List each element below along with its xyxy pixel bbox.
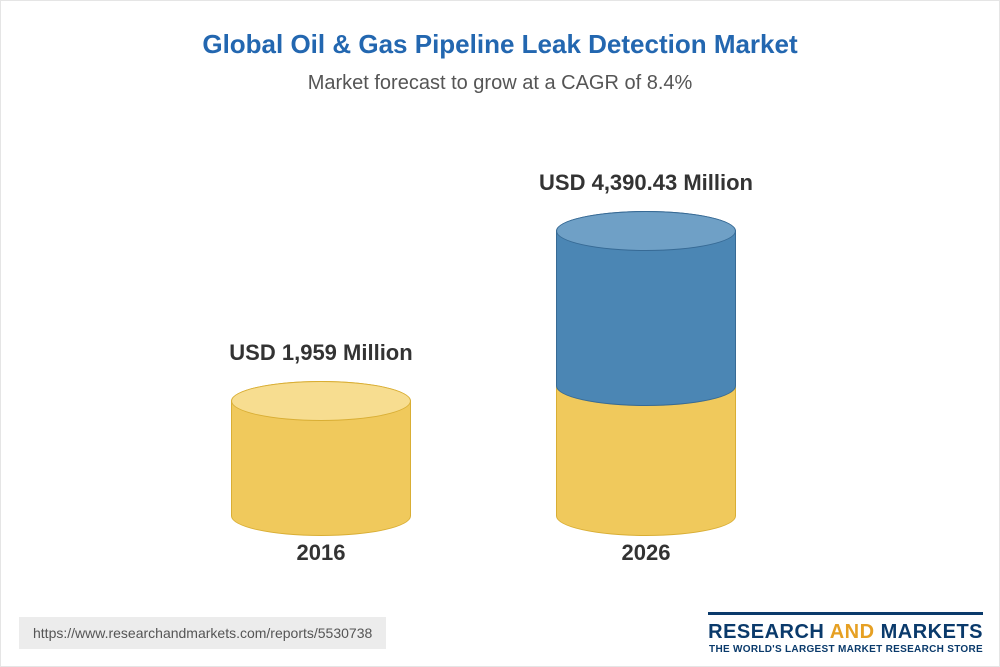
cylinder-top (556, 211, 736, 251)
value-label-2026: USD 4,390.43 Million (496, 170, 796, 196)
cylinder-2026: USD 4,390.43 Million 2026 (556, 231, 736, 516)
cylinder-body-2026 (556, 231, 736, 516)
chart-area: USD 1,959 Million 2016 USD 4,390.43 Mill… (1, 131, 1000, 561)
logo-text: RESEARCH AND MARKETS (708, 621, 983, 644)
source-url: https://www.researchandmarkets.com/repor… (19, 617, 386, 649)
logo-part-research: RESEARCH (708, 621, 824, 643)
logo-part-and: AND (830, 621, 875, 643)
chart-title: Global Oil & Gas Pipeline Leak Detection… (1, 1, 999, 60)
footer: https://www.researchandmarkets.com/repor… (1, 608, 1000, 666)
year-label-2026: 2026 (556, 540, 736, 566)
logo-part-markets: MARKETS (881, 621, 983, 643)
cylinder-2016: USD 1,959 Million 2016 (231, 401, 411, 516)
cylinder-body-2016 (231, 401, 411, 516)
year-label-2016: 2016 (231, 540, 411, 566)
brand-logo: RESEARCH AND MARKETS THE WORLD'S LARGEST… (708, 612, 983, 655)
chart-subtitle: Market forecast to grow at a CAGR of 8.4… (1, 60, 999, 95)
cylinder-top (231, 381, 411, 421)
value-label-2016: USD 1,959 Million (171, 340, 471, 366)
logo-tagline: THE WORLD'S LARGEST MARKET RESEARCH STOR… (708, 644, 983, 655)
